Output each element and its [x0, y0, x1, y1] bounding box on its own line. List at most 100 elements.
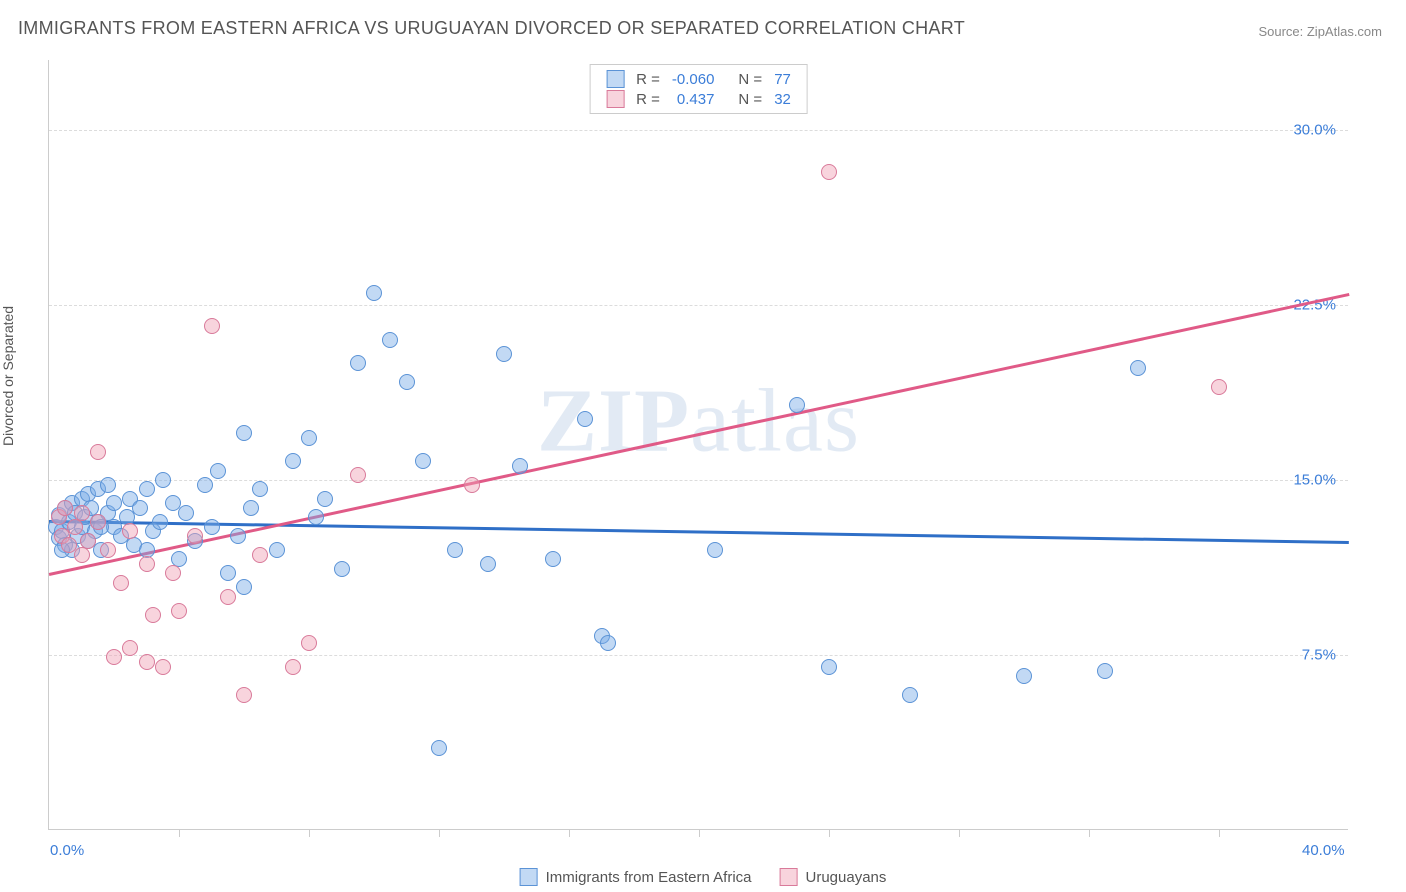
data-point-eastern_africa [269, 542, 285, 558]
data-point-eastern_africa [480, 556, 496, 572]
data-point-eastern_africa [431, 740, 447, 756]
r-value-2: 0.437 [666, 89, 721, 109]
gridline [49, 655, 1348, 656]
data-point-uruguayans [236, 687, 252, 703]
data-point-uruguayans [155, 659, 171, 675]
data-point-uruguayans [821, 164, 837, 180]
source-prefix: Source: [1258, 24, 1306, 39]
data-point-uruguayans [145, 607, 161, 623]
legend-item-series2: Uruguayans [780, 868, 887, 886]
data-point-eastern_africa [496, 346, 512, 362]
x-tick [309, 829, 310, 837]
plot-area: ZIPatlas R = -0.060 N = 77 R = 0.437 N = [48, 60, 1348, 830]
x-axis-origin-label: 0.0% [50, 842, 84, 859]
data-point-uruguayans [80, 533, 96, 549]
data-point-eastern_africa [317, 491, 333, 507]
x-axis-max-label: 40.0% [1302, 842, 1345, 859]
data-point-eastern_africa [1130, 360, 1146, 376]
data-point-uruguayans [139, 654, 155, 670]
swatch-series2 [606, 90, 624, 108]
data-point-eastern_africa [415, 453, 431, 469]
legend-row-series2: R = 0.437 N = 32 [600, 89, 797, 109]
data-point-eastern_africa [399, 374, 415, 390]
data-point-eastern_africa [252, 481, 268, 497]
data-point-eastern_africa [447, 542, 463, 558]
data-point-eastern_africa [301, 430, 317, 446]
data-point-eastern_africa [1097, 663, 1113, 679]
data-point-uruguayans [74, 505, 90, 521]
data-point-eastern_africa [789, 397, 805, 413]
data-point-uruguayans [122, 523, 138, 539]
legend-row-series1: R = -0.060 N = 77 [600, 69, 797, 89]
data-point-eastern_africa [210, 463, 226, 479]
data-point-eastern_africa [139, 481, 155, 497]
data-point-eastern_africa [707, 542, 723, 558]
legend-label-series1: Immigrants from Eastern Africa [546, 869, 752, 886]
data-point-eastern_africa [152, 514, 168, 530]
x-tick [959, 829, 960, 837]
x-tick [829, 829, 830, 837]
data-point-uruguayans [301, 635, 317, 651]
data-point-uruguayans [204, 318, 220, 334]
data-point-eastern_africa [350, 355, 366, 371]
data-point-uruguayans [187, 528, 203, 544]
legend-item-series1: Immigrants from Eastern Africa [520, 868, 752, 886]
source-attribution: Source: ZipAtlas.com [1258, 24, 1382, 39]
data-point-uruguayans [252, 547, 268, 563]
data-point-eastern_africa [220, 565, 236, 581]
data-point-eastern_africa [132, 500, 148, 516]
data-point-uruguayans [122, 640, 138, 656]
data-point-uruguayans [171, 603, 187, 619]
r-label-1: R = [630, 69, 666, 89]
data-point-eastern_africa [236, 579, 252, 595]
n-value-2: 32 [768, 89, 797, 109]
data-point-uruguayans [139, 556, 155, 572]
data-point-uruguayans [67, 519, 83, 535]
source-name: ZipAtlas.com [1307, 24, 1382, 39]
data-point-uruguayans [57, 500, 73, 516]
swatch-series2-bottom [780, 868, 798, 886]
data-point-eastern_africa [512, 458, 528, 474]
chart-container: IMMIGRANTS FROM EASTERN AFRICA VS URUGUA… [0, 0, 1406, 892]
data-point-eastern_africa [100, 477, 116, 493]
x-tick [179, 829, 180, 837]
data-point-eastern_africa [1016, 668, 1032, 684]
data-point-eastern_africa [902, 687, 918, 703]
data-point-uruguayans [220, 589, 236, 605]
gridline [49, 130, 1348, 131]
data-point-uruguayans [113, 575, 129, 591]
r-label-2: R = [630, 89, 666, 109]
data-point-uruguayans [90, 444, 106, 460]
data-point-uruguayans [90, 514, 106, 530]
data-point-eastern_africa [285, 453, 301, 469]
data-point-uruguayans [464, 477, 480, 493]
data-point-eastern_africa [197, 477, 213, 493]
data-point-uruguayans [350, 467, 366, 483]
x-tick [1089, 829, 1090, 837]
x-tick [439, 829, 440, 837]
n-label-1: N = [732, 69, 768, 89]
data-point-uruguayans [74, 547, 90, 563]
data-point-eastern_africa [178, 505, 194, 521]
data-point-eastern_africa [243, 500, 259, 516]
data-point-eastern_africa [106, 495, 122, 511]
data-point-eastern_africa [577, 411, 593, 427]
n-label-2: N = [732, 89, 768, 109]
n-value-1: 77 [768, 69, 797, 89]
correlation-legend: R = -0.060 N = 77 R = 0.437 N = 32 [589, 64, 808, 114]
gridline [49, 480, 1348, 481]
x-tick [699, 829, 700, 837]
data-point-uruguayans [100, 542, 116, 558]
y-axis-label: Divorced or Separated [0, 306, 16, 446]
data-point-eastern_africa [155, 472, 171, 488]
data-point-eastern_africa [308, 509, 324, 525]
data-point-eastern_africa [236, 425, 252, 441]
gridline [49, 305, 1348, 306]
data-point-eastern_africa [382, 332, 398, 348]
data-point-eastern_africa [230, 528, 246, 544]
data-point-uruguayans [165, 565, 181, 581]
data-point-uruguayans [1211, 379, 1227, 395]
series-legend: Immigrants from Eastern Africa Uruguayan… [520, 868, 887, 886]
y-tick-label: 15.0% [1293, 472, 1336, 489]
y-tick-label: 7.5% [1302, 647, 1336, 664]
